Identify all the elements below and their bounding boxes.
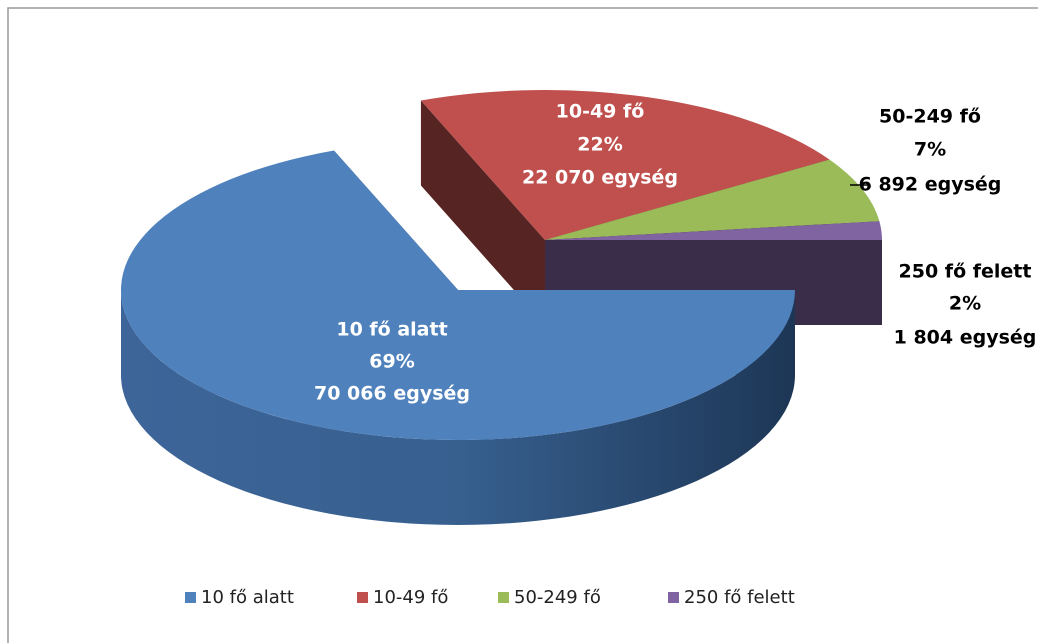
legend-label: 10-49 fő [373,587,448,608]
legend-label: 250 fő felett [684,587,795,608]
legend-swatch [498,592,509,603]
legend-swatch [668,592,679,603]
slice-top [545,159,880,240]
data-label-percent: 2% [949,293,981,315]
data-labels: 10 fő alatt 69% 70 066 egység 10-49 fő 22% 22… [314,101,1036,405]
slice-wall [121,290,795,525]
data-label-category: 10 fő alatt [336,319,447,341]
legend-swatch [185,592,196,603]
slice-top [121,150,796,441]
slice-top [420,90,830,241]
data-label-count: 1 804 egység [894,327,1037,349]
legend-label: 10 fő alatt [201,587,294,608]
data-label-category: 250 fő felett [899,261,1032,283]
data-label-count: 6 892 egység [859,174,1002,196]
data-label-category: 10-49 fő [556,101,645,123]
data-label-percent: 22% [577,134,622,156]
pie [121,90,882,525]
legend-swatch [357,592,368,603]
slice [121,150,796,525]
legend-label: 50-249 fő [514,587,601,608]
data-label-percent: 69% [369,351,414,373]
legend: 10 fő alatt 10-49 fő 50-249 fő 250 fő felet… [185,587,795,608]
data-label-category: 50-249 fő [879,106,981,128]
data-label-count: 70 066 egység [314,383,470,405]
slice-side [420,100,545,325]
data-label-count: 22 070 egység [522,167,678,189]
slice-top [545,221,882,240]
data-label-percent: 7% [914,139,946,161]
